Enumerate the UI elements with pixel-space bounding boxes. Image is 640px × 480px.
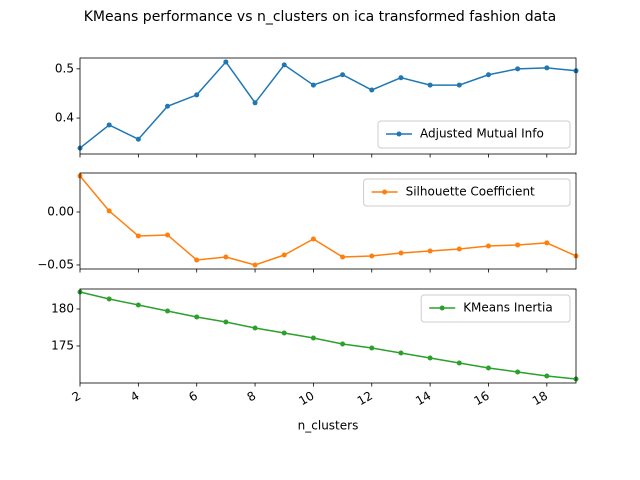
chart-title: KMeans performance vs n_clusters on ica … — [84, 9, 557, 25]
line — [79, 291, 577, 380]
point — [194, 257, 200, 263]
point — [135, 302, 141, 308]
point — [310, 335, 316, 341]
point — [398, 350, 404, 356]
point — [515, 66, 521, 72]
x-tick-label: 10 — [296, 389, 316, 409]
legend-box — [363, 178, 571, 207]
point — [544, 373, 550, 379]
y-tick-label: −0.05 — [37, 257, 74, 271]
point — [456, 82, 462, 88]
legend-label: Adjusted Mutual Info — [420, 127, 544, 141]
point — [515, 242, 521, 248]
point — [223, 319, 229, 325]
point — [281, 252, 287, 258]
point — [398, 75, 404, 81]
point — [544, 65, 550, 71]
point — [310, 236, 316, 242]
y-tick-label: 0.5 — [55, 61, 74, 75]
point — [281, 62, 287, 68]
point — [398, 250, 404, 256]
point — [135, 233, 141, 239]
x-tick-label: 14 — [413, 389, 433, 409]
point — [427, 248, 433, 254]
x-tick-label: 12 — [355, 389, 375, 409]
axes-frame — [79, 57, 577, 155]
point — [135, 136, 141, 142]
point — [165, 308, 171, 314]
legend-box — [420, 294, 571, 323]
point — [310, 82, 316, 88]
point — [106, 208, 112, 214]
point — [281, 330, 287, 336]
point — [456, 360, 462, 366]
axes-frame — [79, 172, 577, 270]
point — [515, 369, 521, 375]
y-tick-label: 0.4 — [55, 111, 74, 125]
point — [194, 314, 200, 320]
point — [427, 82, 433, 88]
point — [165, 232, 171, 238]
point — [106, 122, 112, 128]
point — [369, 253, 375, 259]
point — [340, 254, 346, 260]
legend-marker — [382, 189, 388, 195]
axes-frame — [79, 288, 577, 384]
legend-label: Silhouette Coefficient — [406, 185, 535, 199]
y-tick-label: 180 — [51, 301, 74, 315]
point — [485, 243, 491, 249]
point — [340, 72, 346, 78]
legend-marker — [439, 305, 445, 311]
point — [456, 246, 462, 252]
point — [369, 87, 375, 93]
point — [544, 240, 550, 246]
x-tick-label: 16 — [471, 389, 491, 409]
legend-box — [377, 120, 571, 149]
point — [223, 59, 229, 65]
point — [252, 325, 258, 331]
legend-marker — [396, 131, 402, 137]
y-tick-label: 0.00 — [47, 204, 74, 218]
point — [194, 92, 200, 98]
y-tick-label: 175 — [51, 338, 74, 352]
line — [79, 175, 577, 266]
point — [340, 341, 346, 347]
point — [223, 254, 229, 260]
point — [369, 345, 375, 351]
point — [485, 72, 491, 78]
x-axis-label: n_clusters — [298, 419, 359, 433]
point — [427, 355, 433, 361]
point — [485, 365, 491, 371]
point — [252, 262, 258, 268]
line — [79, 60, 577, 149]
x-tick-label: 18 — [530, 389, 550, 409]
point — [106, 296, 112, 302]
legend-label: KMeans Inertia — [463, 301, 552, 315]
point — [165, 103, 171, 109]
point — [252, 100, 258, 106]
